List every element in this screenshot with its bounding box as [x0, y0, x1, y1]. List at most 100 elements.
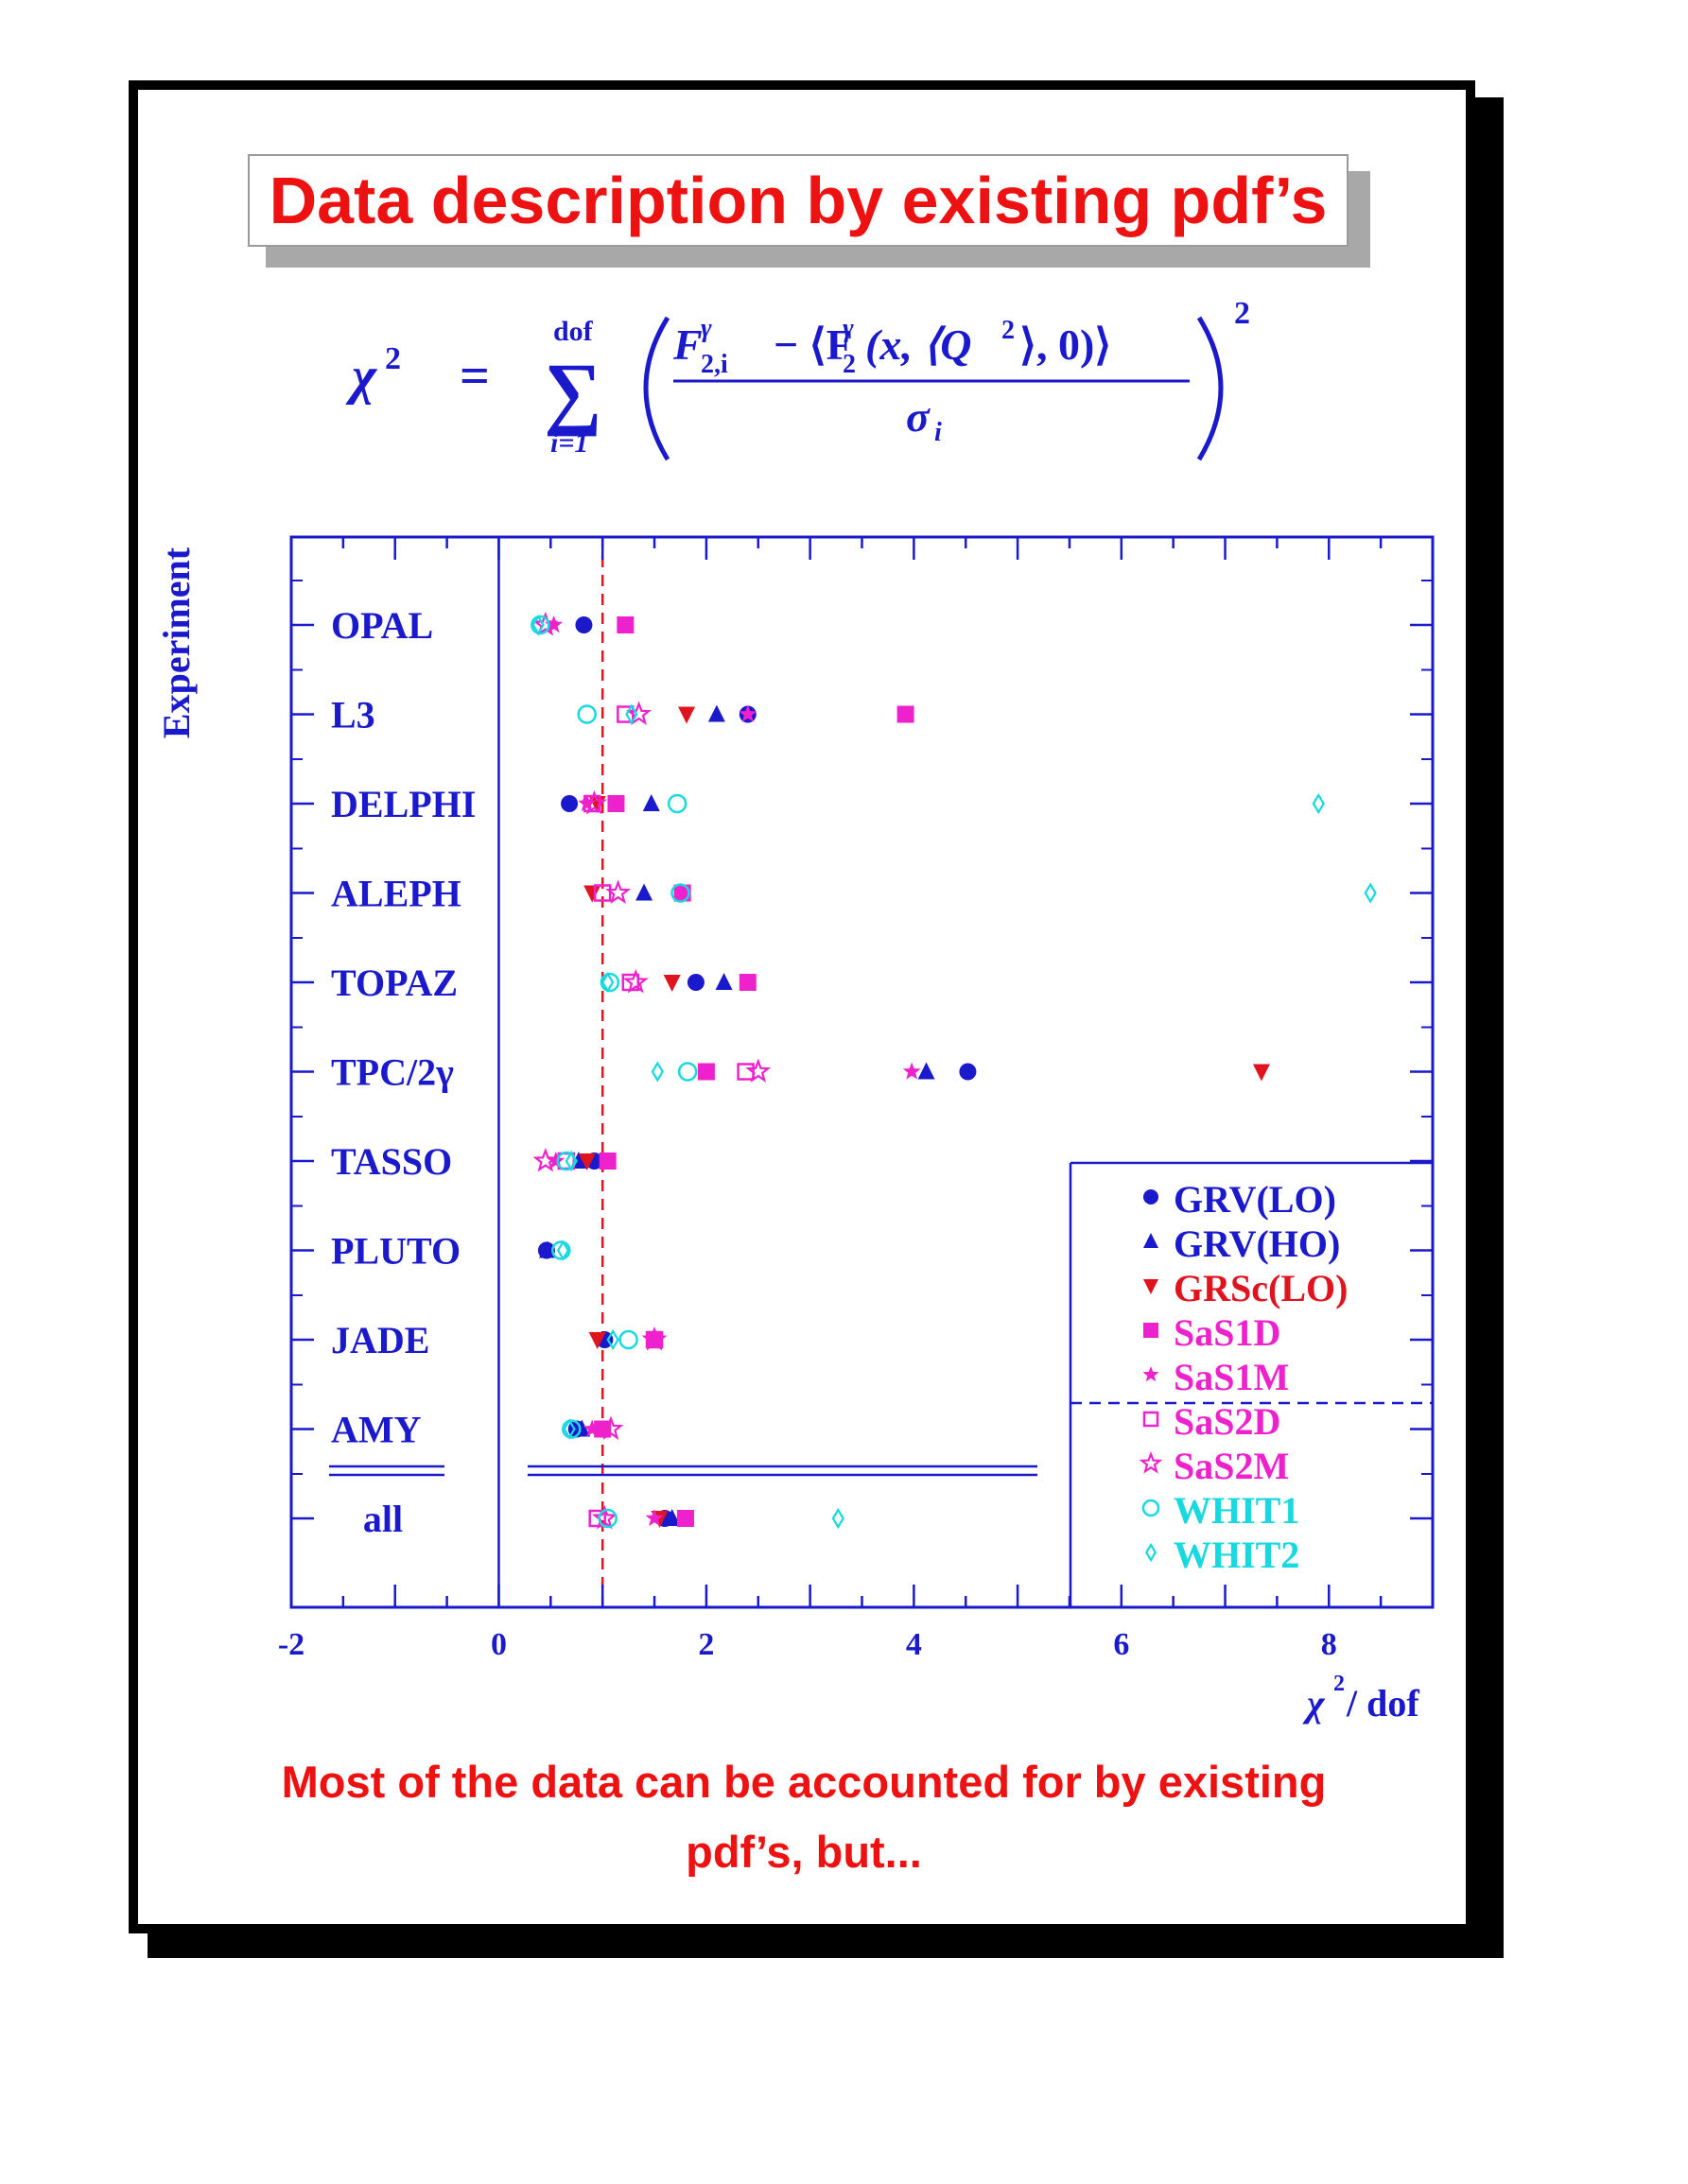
point-whit1 — [598, 1508, 618, 1529]
point-grv-lo — [561, 795, 579, 812]
point-whit1 — [556, 1151, 577, 1171]
point-whit1 — [531, 615, 550, 635]
point-sas1m — [583, 1419, 601, 1437]
point-whit2 — [831, 1507, 844, 1530]
point-whit1 — [577, 704, 597, 724]
point-grsc-lo — [1252, 1064, 1270, 1082]
point-grv-ho — [539, 1240, 557, 1258]
legend-marker-sas2m — [1139, 1450, 1163, 1474]
point-sas2m — [598, 1415, 624, 1440]
point-whit1 — [667, 793, 687, 814]
experiment-label: ALEPH — [331, 873, 461, 915]
point-grsc-lo — [583, 885, 601, 903]
point-grsc-lo — [588, 1332, 606, 1349]
point-whit1 — [670, 883, 690, 903]
experiment-label: OPAL — [331, 604, 433, 647]
experiment-label: TPC/2γ — [331, 1051, 454, 1094]
x-axis-label-main: χ — [1302, 1682, 1326, 1725]
slide-frame — [129, 80, 1475, 1933]
legend-marker-whit2 — [1144, 1542, 1157, 1563]
experiment-label: AMY — [331, 1409, 422, 1451]
x-tick-label: 2 — [698, 1627, 714, 1662]
experiment-label: all — [363, 1498, 403, 1540]
point-sas2d — [593, 884, 612, 902]
legend-label-grv-ho: GRV(HO) — [1174, 1222, 1340, 1265]
legend-label-whit1: WHIT1 — [1174, 1489, 1299, 1532]
point-sas1d — [896, 705, 914, 723]
y-axis-label: Experiment — [155, 546, 198, 738]
slide-title: Data description by existing pdf’s — [269, 164, 1328, 237]
legend-label-sas1d: SaS1D — [1174, 1311, 1280, 1354]
point-sas2m — [532, 611, 559, 636]
point-whit2 — [1364, 882, 1377, 904]
point-sas2m — [622, 968, 649, 994]
legend-label-grsc-lo: GRSc(LO) — [1174, 1267, 1348, 1309]
point-sas2m — [745, 1058, 772, 1083]
point-grv-ho — [635, 883, 653, 901]
point-sas1m — [547, 1152, 566, 1170]
point-sas1d — [617, 616, 635, 633]
point-grv-ho — [642, 794, 660, 811]
point-sas2m — [581, 789, 607, 815]
legend-label-whit2: WHIT2 — [1174, 1534, 1299, 1576]
point-whit2 — [651, 1061, 665, 1083]
point-sas2d — [588, 1509, 606, 1528]
point-whit1 — [618, 1329, 638, 1350]
legend-marker-sas1d — [1143, 1323, 1158, 1338]
x-axis-label-rest: / dof — [1346, 1682, 1419, 1725]
point-grsc-lo — [663, 975, 681, 992]
experiment-labels: OPAL L3 DELPHI ALEPH TOPAZ TPC/2γ TASSO PLUTO JA… — [331, 604, 476, 1540]
point-whit2 — [563, 1418, 576, 1440]
legend-marker-grsc-lo — [1143, 1279, 1158, 1294]
point-sas2m — [591, 1504, 618, 1530]
point-whit2 — [556, 1239, 570, 1261]
point-sas1m — [739, 704, 757, 722]
point-grv-ho — [663, 1509, 681, 1526]
legend: GRV(LO)GRV(HO)GRSc(LO)SaS1DSaS1MSaS2DSaS… — [1069, 1161, 1433, 1607]
point-grv-ho — [917, 1062, 935, 1080]
point-whit2 — [606, 1328, 619, 1351]
x-tick-label: 4 — [906, 1627, 922, 1662]
point-sas1d — [607, 795, 625, 812]
data-points — [531, 611, 1377, 1530]
point-sas1d — [676, 1510, 694, 1527]
x-tick-label: 6 — [1113, 1627, 1129, 1662]
footer-line-2: pdf’s, but... — [686, 1827, 922, 1877]
footer-line-1: Most of the data can be accounted for by… — [281, 1757, 1327, 1807]
point-sas1d — [599, 1153, 617, 1170]
point-grv-ho — [707, 704, 725, 722]
point-whit2 — [625, 703, 638, 725]
point-sas1d — [697, 1063, 715, 1081]
point-whit2 — [1312, 792, 1325, 815]
point-whit1 — [600, 972, 620, 993]
point-whit2 — [565, 1150, 578, 1172]
experiment-label: JADE — [331, 1319, 429, 1361]
experiment-label: DELPHI — [331, 783, 476, 825]
x-tick-label: 0 — [491, 1627, 507, 1662]
legend-marker-whit1 — [1141, 1499, 1160, 1517]
point-sas1m — [902, 1062, 921, 1080]
point-grv-ho — [715, 973, 733, 990]
x-axis-label-sup: 2 — [1333, 1672, 1345, 1696]
point-sas2m — [532, 1147, 559, 1172]
point-whit1 — [677, 1062, 698, 1082]
legend-label-grv-lo: GRV(LO) — [1174, 1178, 1336, 1221]
point-grsc-lo — [678, 706, 696, 724]
point-whit1 — [551, 1240, 571, 1260]
point-whit1 — [562, 1419, 582, 1439]
experiment-label: TOPAZ — [331, 962, 458, 1004]
x-ticks: -2 0 2 4 6 8 — [278, 537, 1435, 1662]
point-grv-lo — [959, 1063, 977, 1081]
point-grv-ho — [573, 1419, 591, 1437]
point-whit2 — [600, 971, 615, 994]
legend-label-sas1m: SaS1M — [1174, 1356, 1289, 1398]
legend-marker-grv-ho — [1143, 1233, 1158, 1248]
legend-marker-grv-lo — [1143, 1189, 1158, 1205]
point-sas2m — [641, 1326, 668, 1351]
title-box: Data description by existing pdf’s — [248, 154, 1349, 247]
legend-marker-sas1m — [1142, 1366, 1159, 1382]
legend-label-sas2m: SaS2M — [1174, 1445, 1289, 1487]
point-sas1m — [645, 1509, 664, 1527]
point-sas1d — [739, 974, 757, 991]
